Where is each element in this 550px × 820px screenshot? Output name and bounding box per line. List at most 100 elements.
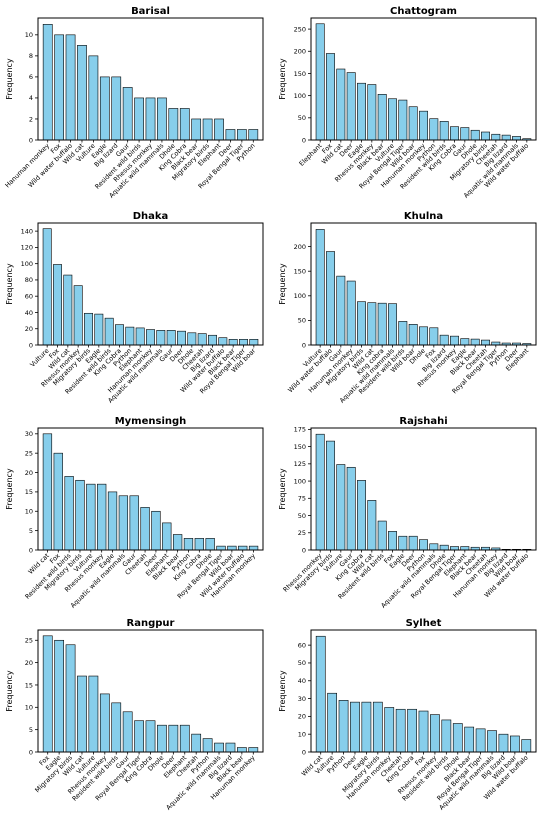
y-tick-label: 10 xyxy=(25,508,33,516)
y-tick-label: 0 xyxy=(302,748,306,756)
bar xyxy=(357,480,366,551)
y-tick-label: 200 xyxy=(294,48,306,56)
bar xyxy=(346,280,356,346)
bar xyxy=(367,302,377,346)
bar xyxy=(357,82,366,141)
panel-title: Mymensingh xyxy=(115,416,187,427)
y-axis-label: Frequency xyxy=(5,670,14,712)
bar xyxy=(118,495,129,551)
y-tick-label: 5 xyxy=(29,726,33,734)
bar xyxy=(388,98,397,141)
bar xyxy=(248,129,259,141)
y-tick-label: 20 xyxy=(25,325,33,333)
panel-title: Dhaka xyxy=(133,211,169,222)
bar xyxy=(357,301,366,346)
y-tick-label: 25 xyxy=(298,529,306,537)
bar xyxy=(377,302,387,346)
bar xyxy=(398,535,408,551)
bar xyxy=(346,72,356,141)
bar xyxy=(216,545,226,551)
bar xyxy=(140,507,150,551)
bar xyxy=(64,476,74,551)
y-tick-label: 50 xyxy=(298,512,306,520)
bar xyxy=(336,275,346,346)
y-tick-label: 100 xyxy=(21,260,33,268)
y-tick-label: 80 xyxy=(25,276,33,284)
y-tick-label: 150 xyxy=(294,268,306,276)
bar xyxy=(202,738,213,753)
bar xyxy=(88,675,99,753)
y-tick-label: 40 xyxy=(298,677,306,685)
bar xyxy=(179,108,190,141)
panel-title: Barisal xyxy=(131,6,170,17)
bar xyxy=(509,735,520,753)
bar xyxy=(156,330,166,346)
bar xyxy=(191,118,202,141)
bar xyxy=(208,334,217,346)
y-tick-label: 2 xyxy=(29,115,33,123)
bar xyxy=(481,339,490,346)
bar xyxy=(429,327,439,346)
y-tick-label: 20 xyxy=(298,713,306,721)
bar xyxy=(177,330,186,346)
bar xyxy=(239,339,248,346)
bar xyxy=(151,510,161,551)
bar xyxy=(42,635,53,753)
bar xyxy=(65,644,76,753)
bar xyxy=(228,339,238,346)
bar xyxy=(145,97,156,141)
plot-frame xyxy=(310,629,537,753)
y-tick-label: 100 xyxy=(294,92,306,100)
y-axis-label: Frequency xyxy=(5,58,14,100)
bar xyxy=(166,330,176,346)
bar xyxy=(418,710,429,753)
bar xyxy=(99,76,110,141)
bar xyxy=(168,108,179,141)
bar xyxy=(187,332,197,346)
bar xyxy=(336,464,346,551)
y-tick-label: 0 xyxy=(302,341,306,349)
bar xyxy=(512,136,521,141)
bar xyxy=(214,742,224,753)
y-axis-label: Frequency xyxy=(278,468,287,510)
bar xyxy=(470,129,480,141)
bar xyxy=(197,333,207,346)
y-tick-label: 4 xyxy=(29,94,33,102)
bar xyxy=(129,495,139,551)
bar xyxy=(338,700,349,753)
bar xyxy=(84,312,93,346)
bar xyxy=(73,285,83,346)
y-tick-label: 50 xyxy=(298,317,306,325)
bar xyxy=(122,711,133,753)
bar xyxy=(439,334,449,346)
bar xyxy=(225,129,236,141)
y-tick-label: 100 xyxy=(294,477,306,485)
bar xyxy=(470,338,480,346)
y-axis-label: Frequency xyxy=(278,58,287,100)
bar xyxy=(54,639,64,753)
bar xyxy=(191,733,202,753)
y-tick-label: 30 xyxy=(298,695,306,703)
bar xyxy=(398,321,408,346)
bar xyxy=(65,34,76,141)
bar xyxy=(326,251,335,346)
bar xyxy=(205,538,215,551)
bar xyxy=(439,544,449,551)
bar xyxy=(168,724,179,753)
bar xyxy=(377,520,387,551)
plot-frame xyxy=(37,17,264,141)
bar xyxy=(327,692,338,753)
bar xyxy=(384,707,395,753)
bar xyxy=(498,733,509,753)
y-tick-label: 120 xyxy=(21,244,33,252)
bar xyxy=(77,45,87,141)
y-axis-label: Frequency xyxy=(278,263,287,305)
y-tick-label: 25 xyxy=(25,449,33,457)
bar xyxy=(429,118,439,141)
y-tick-label: 50 xyxy=(298,114,306,122)
bar xyxy=(54,34,64,141)
bar xyxy=(172,534,183,551)
plot-frame xyxy=(37,222,264,346)
y-tick-label: 5 xyxy=(29,527,33,535)
panel-title: Rangpur xyxy=(127,618,175,629)
